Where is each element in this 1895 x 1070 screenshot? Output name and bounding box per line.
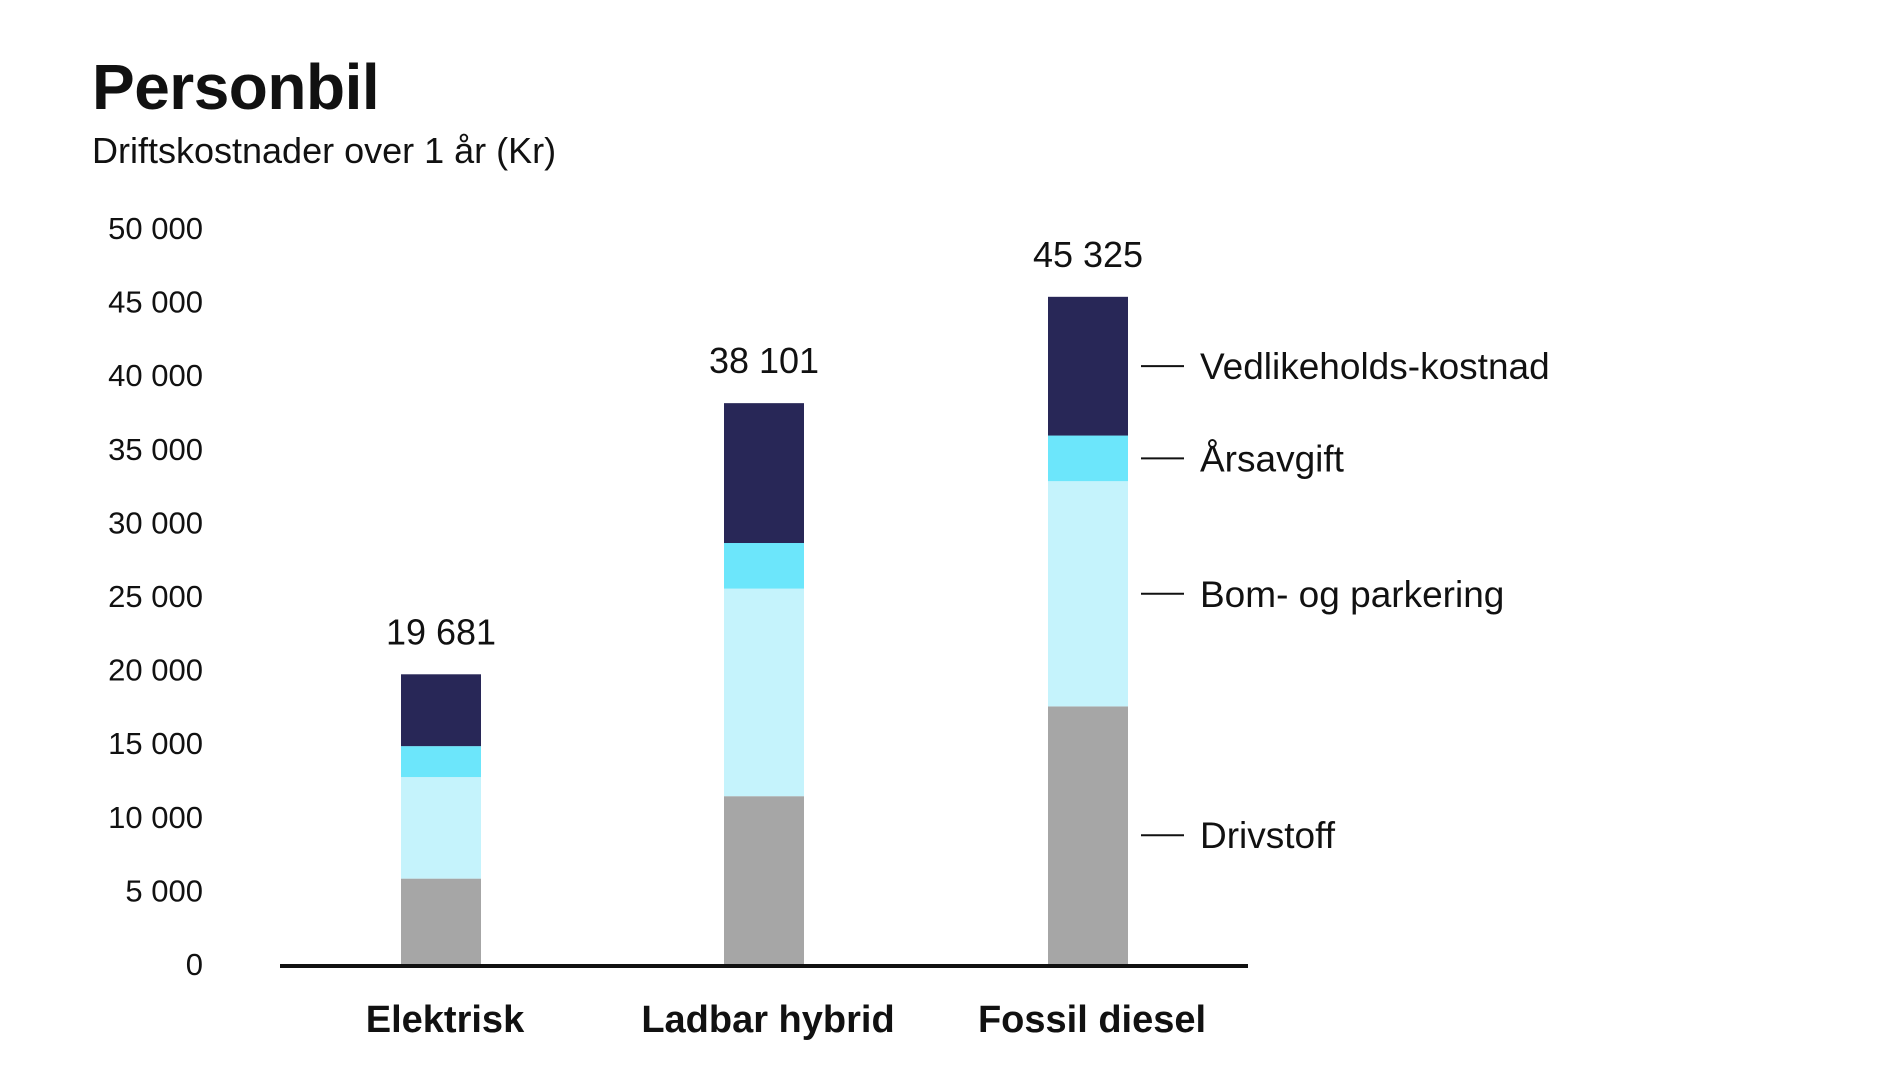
y-tick-label: 30 000 xyxy=(108,505,203,540)
bar-total-label: 19 681 xyxy=(386,611,496,652)
y-tick-label: 25 000 xyxy=(108,579,203,614)
bar-segment--rsavgift xyxy=(724,543,804,589)
bar-segment-vedlikeholds-kostnad xyxy=(1048,296,1128,436)
bar-total-label: 38 101 xyxy=(709,340,819,381)
bar-segment-drivstoff xyxy=(401,878,481,964)
bar-segment-drivstoff xyxy=(724,796,804,964)
y-tick-label: 50 000 xyxy=(108,211,203,246)
y-tick-label: 45 000 xyxy=(108,285,203,320)
bar-segment-vedlikeholds-kostnad xyxy=(724,403,804,544)
x-category-label: Fossil diesel xyxy=(978,999,1206,1041)
legend-label: Bom- og parkering xyxy=(1200,574,1504,615)
bar-segment-bom-og-parkering xyxy=(1048,481,1128,707)
chart-title: Personbil xyxy=(92,51,380,123)
y-tick-label: 15 000 xyxy=(108,726,203,761)
bar-segment-bom-og-parkering xyxy=(724,588,804,797)
legend-label: Årsavgift xyxy=(1200,438,1345,479)
bar-segment-vedlikeholds-kostnad xyxy=(401,674,481,747)
legend-label: Drivstoff xyxy=(1200,815,1336,856)
x-category-label: Ladbar hybrid xyxy=(641,999,894,1041)
legend-label: Vedlikeholds-kostnad xyxy=(1200,346,1550,387)
y-tick-label: 40 000 xyxy=(108,358,203,393)
chart-subtitle: Driftskostnader over 1 år (Kr) xyxy=(92,130,557,171)
y-tick-label: 5 000 xyxy=(125,873,203,908)
bar-segment--rsavgift xyxy=(1048,435,1128,482)
bar-total-label: 45 325 xyxy=(1033,234,1143,275)
y-tick-label: 0 xyxy=(186,947,203,982)
bar-segment-bom-og-parkering xyxy=(401,777,481,879)
y-tick-label: 20 000 xyxy=(108,653,203,688)
bar-segment-drivstoff xyxy=(1048,706,1128,964)
y-tick-label: 10 000 xyxy=(108,800,203,835)
y-tick-label: 35 000 xyxy=(108,432,203,467)
bar-segment--rsavgift xyxy=(401,746,481,778)
x-category-label: Elektrisk xyxy=(366,999,525,1041)
